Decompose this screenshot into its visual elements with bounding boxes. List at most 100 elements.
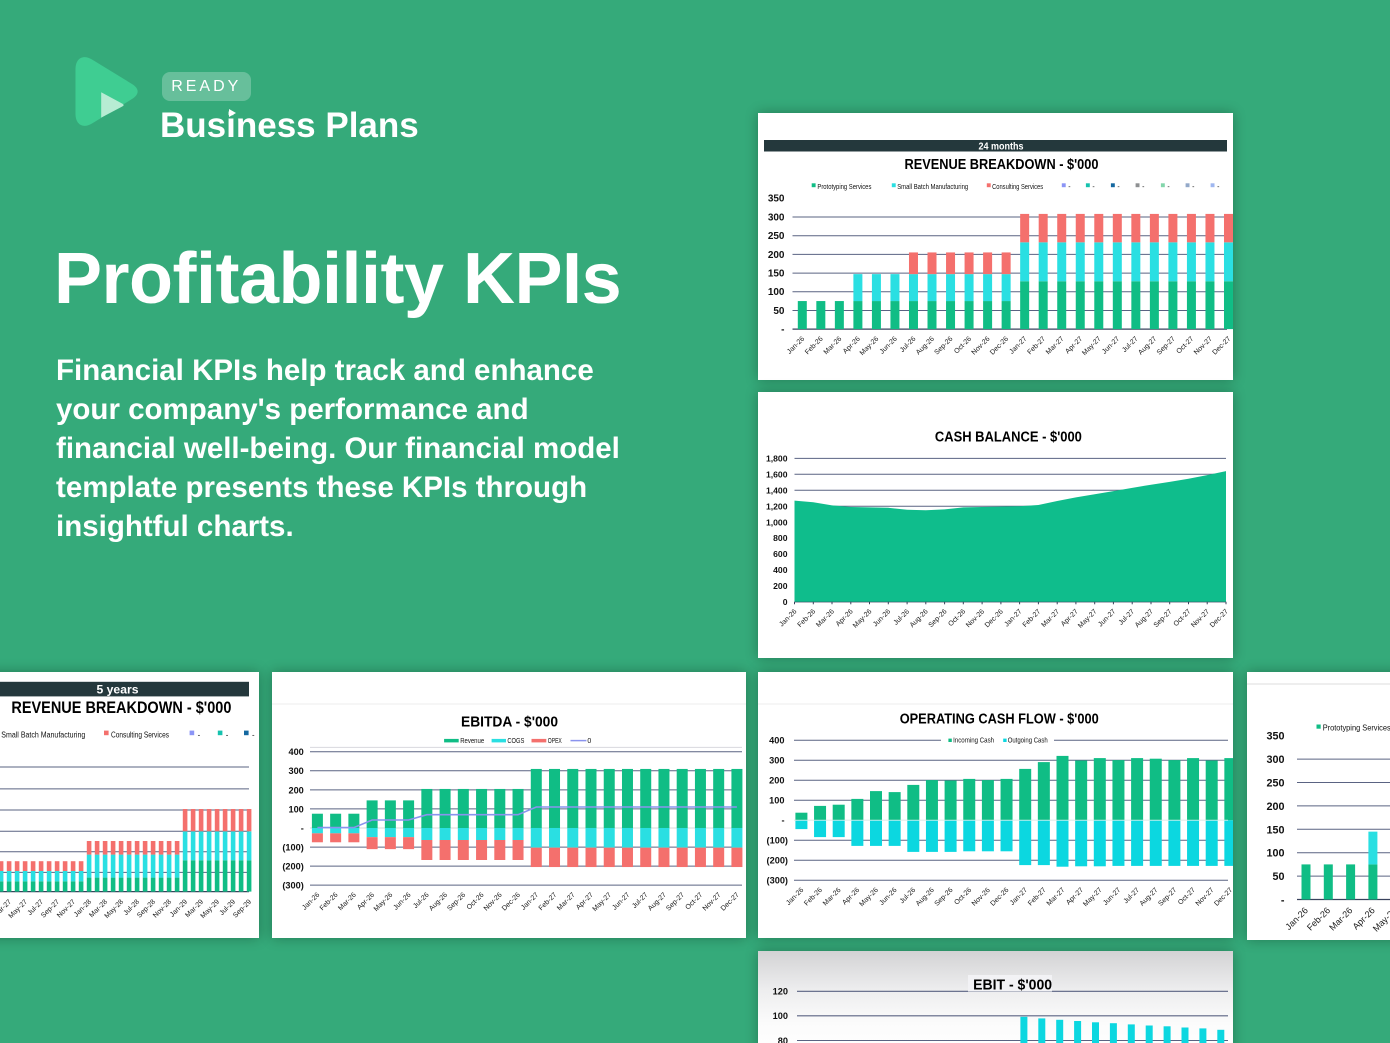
svg-text:Nov-27: Nov-27 xyxy=(1193,335,1214,356)
svg-text:5 years: 5 years xyxy=(97,685,139,697)
svg-text:EBITDA - $'000: EBITDA - $'000 xyxy=(461,715,558,731)
svg-text:Mar-26: Mar-26 xyxy=(337,891,358,912)
svg-text:300: 300 xyxy=(288,766,303,776)
svg-text:Oct-27: Oct-27 xyxy=(1177,887,1197,907)
svg-text:Nov-26: Nov-26 xyxy=(965,608,986,629)
svg-text:Jun-27: Jun-27 xyxy=(1102,887,1122,907)
svg-text:May-27: May-27 xyxy=(1081,335,1103,357)
svg-text:Jan-26: Jan-26 xyxy=(301,891,321,911)
svg-text:200: 200 xyxy=(288,785,303,795)
svg-text:Dec-27: Dec-27 xyxy=(1211,335,1232,356)
svg-text:Sep-29: Sep-29 xyxy=(232,898,253,919)
svg-text:Sep-26: Sep-26 xyxy=(933,335,954,356)
svg-text:REVENUE BREAKDOWN - $'000: REVENUE BREAKDOWN - $'000 xyxy=(11,699,231,717)
svg-text:Sep-27: Sep-27 xyxy=(665,891,686,912)
svg-text:300: 300 xyxy=(768,212,785,223)
svg-text:0: 0 xyxy=(783,597,788,607)
svg-text:Nov-27: Nov-27 xyxy=(702,891,723,912)
svg-text:Oct-26: Oct-26 xyxy=(947,608,967,628)
svg-text:Consulting Services: Consulting Services xyxy=(992,184,1043,191)
svg-text:May-26: May-26 xyxy=(858,887,880,909)
svg-text:Nov-26: Nov-26 xyxy=(971,335,992,356)
svg-text:1,600: 1,600 xyxy=(766,470,788,480)
svg-text:May-27: May-27 xyxy=(592,891,614,913)
svg-text:(200): (200) xyxy=(282,862,303,872)
svg-text:Jan-26: Jan-26 xyxy=(786,335,806,355)
svg-text:COGS: COGS xyxy=(507,738,524,745)
svg-text:Jun-26: Jun-26 xyxy=(879,887,899,907)
svg-text:OPEX: OPEX xyxy=(548,738,562,745)
svg-text:50: 50 xyxy=(773,306,785,317)
svg-text:Aug-26: Aug-26 xyxy=(915,335,936,356)
svg-text:Jan-27: Jan-27 xyxy=(1009,887,1029,907)
svg-text:80: 80 xyxy=(778,1036,788,1043)
svg-text:24 months: 24 months xyxy=(979,140,1024,152)
svg-text:-: - xyxy=(198,731,201,740)
svg-text:Nov-26: Nov-26 xyxy=(483,891,504,912)
svg-text:Dec-26: Dec-26 xyxy=(984,608,1005,629)
svg-text:May-26: May-26 xyxy=(373,891,395,913)
svg-text:Sep-26: Sep-26 xyxy=(928,608,949,629)
svg-text:120: 120 xyxy=(773,987,788,997)
svg-text:Aug-26: Aug-26 xyxy=(909,608,930,629)
svg-text:Aug-27: Aug-27 xyxy=(1134,608,1155,629)
svg-text:300: 300 xyxy=(769,756,784,766)
svg-text:Mar-26: Mar-26 xyxy=(823,335,844,356)
svg-text:Prototyping Services: Prototyping Services xyxy=(817,184,871,191)
svg-text:Mar-26: Mar-26 xyxy=(1327,905,1354,932)
svg-text:Jan-27: Jan-27 xyxy=(1003,608,1023,628)
svg-text:Nov-27: Nov-27 xyxy=(1195,887,1216,908)
svg-text:Dec-27: Dec-27 xyxy=(1213,887,1233,908)
svg-text:(100): (100) xyxy=(282,843,303,853)
svg-text:1,400: 1,400 xyxy=(766,486,788,496)
svg-text:-: - xyxy=(1142,184,1145,191)
svg-text:(200): (200) xyxy=(767,856,788,866)
svg-text:Oct-26: Oct-26 xyxy=(953,887,973,907)
svg-text:-: - xyxy=(1281,895,1285,907)
svg-text:Jan-27: Jan-27 xyxy=(1009,335,1029,355)
svg-text:Aug-27: Aug-27 xyxy=(647,891,668,912)
svg-text:Feb-26: Feb-26 xyxy=(804,335,825,356)
svg-text:Nov-28: Nov-28 xyxy=(152,898,173,919)
svg-text:-: - xyxy=(226,731,229,740)
svg-text:100: 100 xyxy=(773,1011,788,1021)
svg-text:Sep-27: Sep-27 xyxy=(1156,335,1177,356)
svg-text:-: - xyxy=(1217,184,1220,191)
svg-text:Jun-26: Jun-26 xyxy=(879,335,899,355)
svg-text:Aug-27: Aug-27 xyxy=(1137,335,1158,356)
svg-text:Feb-27: Feb-27 xyxy=(1026,335,1047,356)
svg-text:May-27: May-27 xyxy=(1077,608,1099,630)
svg-text:Dec-27: Dec-27 xyxy=(1209,608,1230,629)
svg-text:Oct-27: Oct-27 xyxy=(1173,608,1193,628)
svg-text:100: 100 xyxy=(288,804,303,814)
svg-text:Mar-26: Mar-26 xyxy=(815,608,836,629)
svg-text:Jan-26: Jan-26 xyxy=(1283,905,1310,932)
svg-text:Jan-26: Jan-26 xyxy=(778,608,798,628)
svg-text:-: - xyxy=(1192,184,1195,191)
svg-text:(300): (300) xyxy=(282,881,303,891)
svg-text:Sep-27: Sep-27 xyxy=(1153,608,1174,629)
svg-text:150: 150 xyxy=(1266,824,1284,836)
svg-text:-: - xyxy=(1092,184,1095,191)
svg-text:100: 100 xyxy=(1266,848,1284,860)
svg-text:Sep-26: Sep-26 xyxy=(934,887,955,908)
svg-text:250: 250 xyxy=(1266,778,1284,790)
svg-text:100: 100 xyxy=(768,287,785,298)
svg-text:200: 200 xyxy=(768,250,785,261)
svg-text:(100): (100) xyxy=(767,836,788,846)
svg-text:Outgoing Cash: Outgoing Cash xyxy=(1008,738,1048,745)
svg-text:400: 400 xyxy=(769,736,784,746)
svg-text:Feb-27: Feb-27 xyxy=(1022,608,1043,629)
svg-text:200: 200 xyxy=(773,581,788,591)
svg-text:EBIT - $'000: EBIT - $'000 xyxy=(973,977,1052,993)
svg-text:Jun-27: Jun-27 xyxy=(611,891,631,911)
svg-text:Jun-26: Jun-26 xyxy=(872,608,892,628)
svg-text:Jun-26: Jun-26 xyxy=(392,891,412,911)
svg-text:1,200: 1,200 xyxy=(766,501,788,511)
svg-text:400: 400 xyxy=(288,747,303,757)
svg-text:OPERATING CASH FLOW - $'000: OPERATING CASH FLOW - $'000 xyxy=(900,712,1099,728)
svg-text:Dec-26: Dec-26 xyxy=(989,335,1010,356)
svg-text:200: 200 xyxy=(769,776,784,786)
svg-text:250: 250 xyxy=(768,231,785,242)
svg-text:-: - xyxy=(781,816,784,826)
